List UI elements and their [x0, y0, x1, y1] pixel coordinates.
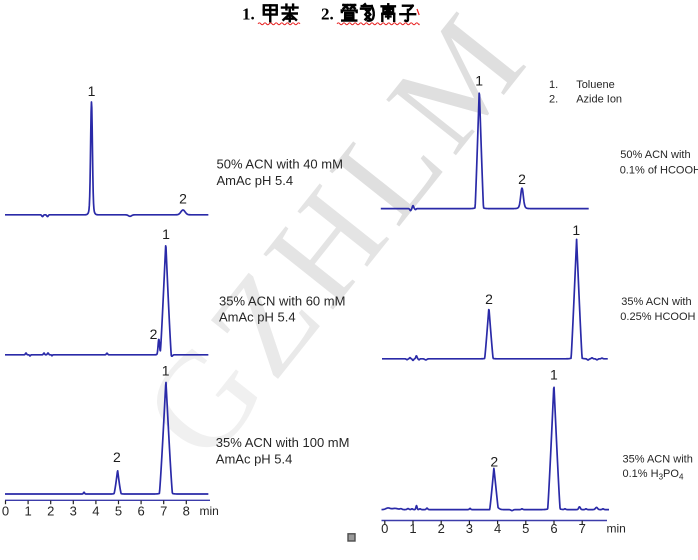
- svg-text:2: 2: [485, 291, 493, 307]
- svg-text:3: 3: [466, 521, 473, 536]
- svg-text:2.: 2.: [549, 94, 558, 106]
- svg-text:50% ACN with 40 mM: 50% ACN with 40 mM: [217, 156, 343, 171]
- svg-text:2: 2: [113, 449, 121, 465]
- svg-text:0.25% HCOOH: 0.25% HCOOH: [620, 311, 695, 323]
- svg-text:2: 2: [518, 171, 526, 187]
- svg-text:1: 1: [572, 222, 580, 238]
- svg-text:0: 0: [381, 521, 388, 536]
- svg-text:min: min: [607, 522, 626, 536]
- svg-text:2: 2: [47, 504, 54, 519]
- svg-text:7: 7: [579, 521, 586, 536]
- svg-text:50% ACN with: 50% ACN with: [620, 149, 690, 161]
- svg-text:GZHLM: GZHLM: [114, 0, 557, 486]
- svg-text:AmAc pH 5.4: AmAc pH 5.4: [219, 310, 296, 325]
- svg-text:3: 3: [70, 504, 77, 519]
- svg-text:1: 1: [88, 83, 96, 99]
- svg-text:5: 5: [522, 521, 529, 536]
- svg-text:Azide Ion: Azide Ion: [576, 94, 622, 106]
- svg-text:35% ACN with 100 mM: 35% ACN with 100 mM: [216, 435, 350, 450]
- svg-text:0.1% H3PO4: 0.1% H3PO4: [623, 468, 684, 482]
- svg-text:6: 6: [550, 521, 557, 536]
- svg-text:1: 1: [409, 521, 416, 536]
- svg-text:1.: 1.: [549, 79, 558, 91]
- svg-text:2: 2: [150, 326, 158, 342]
- svg-text:8: 8: [183, 504, 190, 519]
- svg-text:2.: 2.: [321, 5, 334, 24]
- svg-text:2: 2: [179, 190, 187, 206]
- svg-text:AmAc pH 5.4: AmAc pH 5.4: [217, 173, 294, 188]
- svg-text:1: 1: [550, 367, 558, 383]
- svg-text:35% ACN with 60 mM: 35% ACN with 60 mM: [219, 293, 345, 308]
- svg-text:1: 1: [24, 504, 31, 519]
- svg-text:7: 7: [160, 504, 167, 519]
- svg-text:1: 1: [162, 363, 170, 379]
- svg-text:4: 4: [92, 504, 99, 519]
- svg-text:4: 4: [494, 521, 501, 536]
- svg-text:2: 2: [490, 453, 498, 469]
- svg-text:1: 1: [162, 226, 170, 242]
- svg-text:35% ACN with: 35% ACN with: [621, 296, 691, 308]
- svg-text:6: 6: [137, 504, 144, 519]
- svg-text:5: 5: [115, 504, 122, 519]
- svg-text:1: 1: [475, 73, 483, 89]
- svg-text:Toluene: Toluene: [576, 79, 615, 91]
- svg-text:0: 0: [2, 504, 9, 519]
- svg-text:2: 2: [438, 521, 445, 536]
- svg-text:min: min: [200, 504, 219, 518]
- svg-text:0.1% of HCOOH: 0.1% of HCOOH: [620, 165, 698, 177]
- svg-text:35% ACN with: 35% ACN with: [623, 454, 693, 466]
- svg-text:AmAc pH 5.4: AmAc pH 5.4: [216, 451, 293, 466]
- svg-text:1.: 1.: [242, 5, 255, 24]
